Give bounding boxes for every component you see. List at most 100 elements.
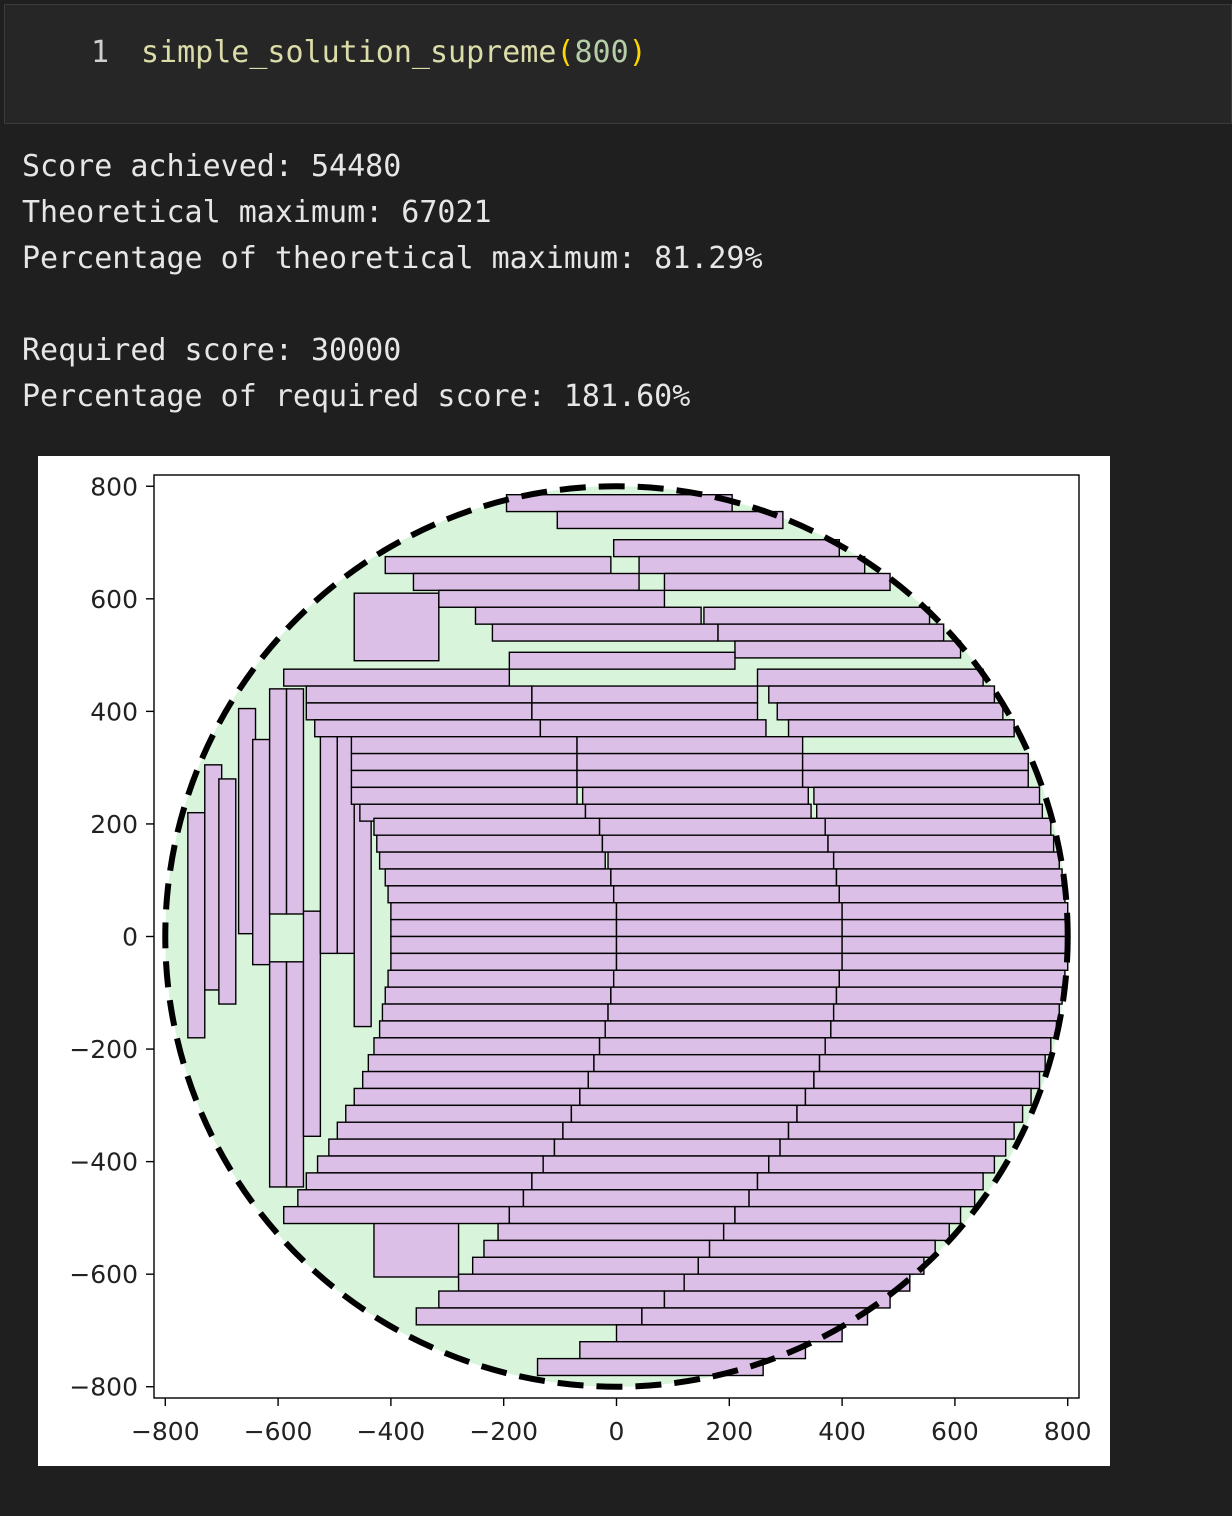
y-tick-label: 400: [90, 697, 138, 726]
horizontal-rect: [835, 986, 1063, 1005]
horizontal-rect: [353, 1087, 581, 1107]
horizontal-rect: [542, 1155, 770, 1174]
horizontal-rect: [708, 1239, 936, 1258]
horizontal-rect: [576, 769, 804, 789]
horizontal-rect: [827, 834, 1055, 853]
clipped-content: [162, 483, 1071, 1390]
horizontal-rect: [336, 1121, 564, 1140]
horizontal-rect: [615, 918, 843, 938]
horizontal-rect: [536, 1357, 764, 1377]
horizontal-rect: [587, 1070, 815, 1090]
horizontal-rect: [367, 1053, 595, 1073]
horizontal-rect: [378, 851, 606, 870]
horizontal-rect: [835, 868, 1063, 887]
horizontal-rect: [390, 918, 618, 938]
horizontal-rect: [824, 1037, 1052, 1056]
horizontal-rect: [497, 1222, 725, 1242]
y-tick-label: 800: [90, 472, 138, 501]
close-paren: ): [628, 35, 647, 70]
code-line[interactable]: simple_solution_supreme(800): [141, 35, 647, 70]
horizontal-rect: [612, 969, 840, 988]
horizontal-rect: [579, 1087, 807, 1107]
x-tick-label: −800: [131, 1417, 200, 1446]
y-tick-label: 0: [122, 923, 138, 952]
x-tick-label: 600: [931, 1417, 979, 1446]
horizontal-rect: [717, 623, 945, 642]
horizontal-rect: [305, 685, 533, 704]
horizontal-rect: [796, 1104, 1024, 1123]
vertical-rect: [353, 800, 372, 1028]
horizontal-rect: [683, 1273, 911, 1292]
horizontal-rect: [779, 1138, 1007, 1157]
horizontal-rect: [384, 986, 612, 1005]
horizontal-rect: [612, 539, 840, 558]
horizontal-rect: [491, 623, 719, 642]
horizontal-rect: [638, 555, 866, 575]
horizontal-rect: [361, 1070, 589, 1090]
horizontal-rect: [841, 902, 1069, 921]
horizontal-rect: [598, 1037, 826, 1056]
horizontal-rect: [350, 769, 578, 789]
horizontal-rect: [508, 651, 736, 670]
vertical-rect: [268, 961, 288, 1188]
vertical-rect: [285, 688, 305, 915]
square-rect: [353, 592, 440, 662]
horizontal-rect: [607, 1003, 835, 1022]
horizontal-rect: [531, 685, 759, 704]
horizontal-rect: [612, 885, 840, 904]
y-tick-label: −200: [69, 1035, 138, 1064]
x-tick-label: −200: [469, 1417, 538, 1446]
y-tick-label: 600: [90, 585, 138, 614]
horizontal-rect: [562, 1121, 790, 1140]
horizontal-rect: [438, 1290, 666, 1309]
horizontal-rect: [787, 719, 1015, 738]
horizontal-rect: [703, 606, 931, 625]
horizontal-rect: [483, 1239, 711, 1258]
horizontal-rect: [734, 640, 962, 659]
horizontal-rect: [776, 702, 1004, 721]
horizontal-rect: [350, 736, 578, 755]
x-tick-label: 800: [1044, 1417, 1092, 1446]
horizontal-rect: [722, 1222, 950, 1242]
horizontal-rect: [768, 1155, 996, 1174]
x-tick-label: 400: [818, 1417, 866, 1446]
vertical-rect: [285, 961, 305, 1188]
horizontal-rect: [830, 1020, 1058, 1039]
horizontal-rect: [610, 868, 838, 887]
horizontal-rect: [305, 702, 533, 721]
horizontal-rect: [457, 1273, 685, 1292]
vertical-rect: [187, 811, 206, 1039]
horizontal-rect: [841, 918, 1069, 938]
code-cell-input[interactable]: 1 simple_solution_supreme(800): [4, 4, 1232, 124]
horizontal-rect: [390, 952, 618, 971]
horizontal-rect: [376, 834, 604, 853]
horizontal-rect: [824, 817, 1052, 836]
horizontal-rect: [345, 1104, 573, 1123]
horizontal-rect: [373, 1037, 601, 1056]
horizontal-rect: [539, 719, 767, 738]
percentage-theoretical-line: Percentage of theoretical maximum: 81.29…: [22, 241, 763, 276]
percentage-required-line: Percentage of required score: 181.60%: [22, 379, 691, 414]
score-achieved-line: Score achieved: 54480: [22, 149, 402, 184]
horizontal-rect: [697, 1256, 925, 1275]
x-tick-label: −400: [357, 1417, 426, 1446]
x-tick-label: 200: [705, 1417, 753, 1446]
horizontal-rect: [818, 1053, 1046, 1073]
x-tick-label: −600: [244, 1417, 313, 1446]
horizontal-rect: [615, 902, 843, 921]
vertical-rect: [302, 910, 322, 1137]
horizontal-rect: [832, 851, 1060, 870]
horizontal-rect: [553, 1138, 781, 1157]
horizontal-rect: [813, 786, 1041, 805]
vertical-rect: [268, 688, 288, 915]
horizontal-rect: [813, 1070, 1041, 1090]
horizontal-rect: [641, 1307, 869, 1326]
horizontal-rect: [531, 1172, 759, 1191]
argument-value: 800: [574, 35, 629, 70]
horizontal-rect: [598, 817, 826, 836]
horizontal-rect: [804, 1087, 1032, 1107]
circle-boundary: [162, 483, 1071, 1390]
horizontal-rect: [787, 1121, 1015, 1140]
horizontal-rect: [438, 589, 666, 608]
horizontal-rect: [832, 1003, 1060, 1022]
